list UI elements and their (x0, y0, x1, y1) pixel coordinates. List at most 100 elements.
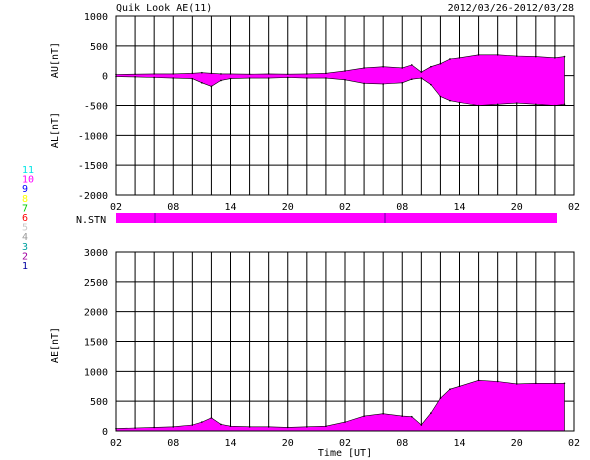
y-tick-label: 2500 (84, 278, 108, 289)
ae-area-shape (115, 379, 565, 432)
al-point (515, 102, 518, 104)
ae-point (458, 385, 461, 388)
au-al-x-ticks: 02 08 14 20 02 08 14 20 02 (110, 202, 580, 213)
al-point (325, 77, 327, 79)
au-point (191, 72, 194, 75)
ae-point (420, 424, 423, 426)
al-point (363, 82, 365, 85)
x-tick-label: 20 (282, 438, 294, 449)
date-range: 2012/03/26-2012/03/28 (448, 3, 574, 14)
y-tick-label: 1000 (84, 12, 108, 23)
x-tick-label: 14 (453, 438, 465, 449)
ae-point (172, 426, 175, 428)
ae-point (363, 415, 365, 417)
y-tick-label: -2000 (78, 191, 108, 202)
au-al-y-ticks: 1000 500 0 -500 -1000 -1500 -2000 (78, 12, 108, 202)
au-point (382, 65, 384, 68)
x-tick-label: 02 (110, 202, 122, 213)
y-tick-label: 500 (90, 397, 108, 408)
au-point (248, 73, 251, 75)
al-point (306, 77, 308, 79)
au-point (439, 62, 442, 65)
ae-x-ticks: 02 08 14 20 02 08 14 20 02 (110, 438, 580, 449)
al-point (134, 76, 136, 78)
ae-point (563, 382, 566, 385)
ae-point (439, 397, 442, 399)
ae-point (153, 426, 155, 429)
au-point (430, 65, 432, 68)
al-point (535, 103, 537, 106)
au-point (220, 73, 222, 75)
au-point (420, 71, 423, 73)
ae-point (515, 383, 518, 385)
ae-point (325, 425, 327, 428)
al-point (191, 77, 194, 80)
y-tick-label: 1000 (84, 367, 108, 378)
al-point (496, 103, 499, 106)
au-point (363, 67, 365, 69)
al-point (382, 83, 384, 85)
x-tick-label: 14 (453, 202, 465, 213)
au-point (563, 55, 566, 58)
x-tick-label: 20 (282, 202, 294, 213)
x-tick-label: 08 (167, 438, 179, 449)
au-point (229, 73, 232, 75)
y-tick-label: 2000 (84, 308, 108, 319)
ae-area (115, 379, 566, 432)
legend-item: 5 (22, 223, 28, 234)
x-tick-label: 02 (339, 438, 351, 449)
chart-title: Quik Look AE(11) (116, 3, 212, 14)
x-tick-label: 20 (511, 438, 523, 449)
ae-point (201, 421, 203, 423)
x-tick-label: 14 (224, 438, 236, 449)
ae-point (401, 415, 404, 417)
au-al-envelope (115, 54, 565, 106)
al-axis-label: AL[nT] (50, 112, 61, 148)
legend-item: 7 (22, 203, 28, 214)
x-tick-label: 02 (339, 202, 351, 213)
x-tick-label: 08 (396, 438, 408, 449)
y-tick-label: -1500 (78, 161, 108, 172)
ae-axis-label: AE[nT] (50, 327, 61, 363)
al-point (430, 83, 432, 86)
legend-item: 4 (22, 232, 28, 243)
y-tick-label: 500 (90, 42, 108, 53)
al-point (439, 95, 442, 98)
al-point (201, 82, 203, 84)
ae-point (229, 425, 232, 428)
x-tick-label: 08 (167, 202, 179, 213)
x-tick-label: 08 (396, 202, 408, 213)
au-point (172, 73, 175, 75)
au-axis-label: AU[nT] (50, 42, 61, 78)
al-point (458, 101, 461, 104)
au-al-area (115, 53, 566, 107)
al-point (410, 78, 413, 81)
ae-point (430, 412, 432, 414)
au-point (515, 55, 518, 57)
al-point (344, 79, 346, 81)
au-point (458, 56, 461, 59)
y-tick-label: 0 (102, 72, 108, 83)
al-point (286, 76, 289, 79)
al-point (554, 104, 556, 107)
al-point (449, 99, 451, 102)
ae-point (382, 412, 384, 415)
au-point (554, 56, 556, 59)
ae-point (535, 382, 537, 385)
al-point (220, 79, 222, 82)
ae-point (267, 426, 270, 428)
al-point (563, 103, 566, 106)
al-point (248, 77, 251, 79)
au-al-grid (116, 15, 574, 196)
ae-point (191, 424, 194, 426)
x-tick-label: 02 (568, 202, 580, 213)
y-tick-label: 0 (102, 427, 108, 438)
y-tick-label: -500 (84, 102, 108, 113)
x-tick-label: 20 (511, 202, 523, 213)
station-count-label: N.STN (76, 215, 106, 226)
au-point (344, 70, 346, 72)
legend-item: 10 (22, 175, 34, 186)
au-point (496, 53, 499, 56)
